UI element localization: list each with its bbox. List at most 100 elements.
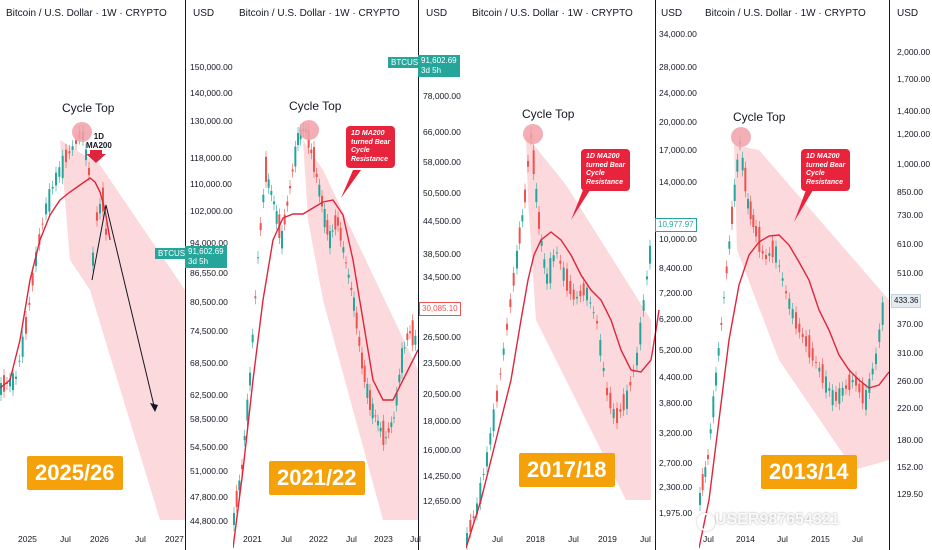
- candle-body: [765, 254, 767, 260]
- candle-body: [717, 347, 720, 356]
- y-tick: 2,700.00: [659, 458, 693, 468]
- y-tick: 3,200.00: [659, 428, 693, 438]
- candle-body: [865, 390, 867, 410]
- price-chart[interactable]: [466, 0, 699, 550]
- candle-body: [321, 196, 323, 207]
- y-tick: 850.00: [897, 187, 923, 197]
- candle-body: [709, 429, 712, 434]
- candle-body: [556, 252, 558, 254]
- price-chart[interactable]: [0, 0, 233, 550]
- candle-body: [273, 201, 275, 205]
- candle-body: [48, 189, 51, 212]
- candle-body: [626, 390, 628, 409]
- candle-body: [815, 362, 817, 364]
- candle-body: [858, 383, 861, 393]
- y-tick: 17,000.00: [659, 145, 697, 155]
- y-tick: 140,000.00: [190, 88, 233, 98]
- candle-body: [355, 312, 358, 329]
- watermark: USER987654321: [715, 511, 840, 528]
- current-price-value[interactable]: 91,602.69 3d 5h: [418, 55, 460, 77]
- candle-body: [469, 519, 472, 533]
- y-tick: 14,000.00: [659, 177, 697, 187]
- candle-body: [411, 320, 414, 346]
- y-tick: 54,500.00: [190, 442, 228, 452]
- candle-body: [243, 435, 246, 441]
- y-tick: 152.00: [897, 462, 923, 472]
- candle-body: [572, 289, 575, 300]
- y-tick: 44,800.00: [190, 516, 228, 526]
- candle-body: [758, 226, 761, 252]
- current-price-value[interactable]: 91,602.69 3d 5h: [185, 246, 227, 268]
- chart-title: Bitcoin / U.S. Dollar · 1W · CRYPTO: [472, 8, 633, 19]
- candle-body: [791, 309, 794, 319]
- y-tick: 10,000.00: [659, 234, 697, 244]
- callout-line: turned Bear: [351, 138, 391, 146]
- candle-body: [472, 516, 475, 519]
- y-tick: 24,000.00: [659, 88, 697, 98]
- price-chart[interactable]: [699, 0, 932, 550]
- candle-body: [489, 433, 492, 445]
- candle-body: [339, 227, 342, 241]
- y-tick: 12,650.00: [423, 496, 461, 506]
- candle-body: [496, 390, 498, 402]
- ma200-line: [466, 231, 660, 549]
- x-tick: Jul: [640, 534, 651, 544]
- currency-label: USD: [193, 8, 215, 19]
- candle-body: [403, 347, 406, 349]
- candle-body: [246, 399, 249, 421]
- y-tick: 28,000.00: [659, 62, 697, 72]
- cycle-year-badge: 2021/22: [269, 461, 365, 495]
- candle-body: [878, 329, 881, 343]
- price-axis-line: [185, 0, 186, 550]
- y-tick: 74,500.00: [190, 326, 228, 336]
- candle-body: [589, 302, 592, 304]
- candle-body: [646, 276, 648, 280]
- candle-body: [502, 348, 505, 355]
- current-price-tag[interactable]: BTCUSD: [155, 248, 194, 259]
- y-tick: 94,000.00: [190, 238, 228, 248]
- candle-body: [363, 365, 366, 382]
- cycle-top-marker: [299, 120, 319, 140]
- candle-body: [778, 265, 781, 267]
- chart-panel-2013: Bitcoin / U.S. Dollar · 1W · CRYPTO USD …: [699, 0, 932, 550]
- candle-body: [61, 155, 64, 179]
- y-tick: 2,000.00: [897, 47, 931, 57]
- callout-pointer: [794, 190, 813, 222]
- candle-body: [45, 203, 47, 215]
- cycle-year-badge: 2017/18: [519, 453, 615, 487]
- candle-body: [88, 167, 90, 176]
- y-tick: 180.00: [897, 435, 923, 445]
- y-tick: 20,500.00: [423, 389, 461, 399]
- y-tick: 130,000.00: [190, 116, 233, 126]
- candle-body: [609, 392, 612, 409]
- y-tick: 1,975.00: [659, 508, 693, 518]
- y-tick: 1,400.00: [897, 106, 931, 116]
- y-tick: 310.00: [897, 348, 923, 358]
- price-chart[interactable]: [233, 0, 466, 550]
- candle-body: [616, 408, 618, 424]
- candle-body: [512, 272, 515, 286]
- candle-body: [334, 215, 337, 230]
- candle-body: [788, 298, 791, 309]
- last-price-label[interactable]: 10,977.97: [655, 218, 697, 232]
- price-axis-line: [655, 0, 656, 550]
- candle-body: [15, 376, 17, 379]
- candle-body: [582, 283, 585, 296]
- candle-body: [58, 167, 61, 177]
- candle-body: [622, 394, 625, 411]
- y-tick: 510.00: [897, 268, 923, 278]
- candle-body: [781, 278, 784, 281]
- y-tick: 50,500.00: [423, 188, 461, 198]
- x-tick: 2021: [243, 534, 262, 544]
- candle-body: [592, 312, 595, 314]
- candle-body: [251, 334, 254, 343]
- candle-body: [855, 377, 857, 386]
- current-price-tag[interactable]: BTCUSD: [388, 57, 427, 68]
- candle-body: [516, 250, 518, 269]
- last-price-label[interactable]: 30,085.10: [419, 302, 461, 316]
- candle-body: [744, 167, 747, 192]
- callout-line: Resistance: [351, 155, 388, 163]
- ma200-callout: 1D MA200 turned Bear Cycle Resistance: [581, 149, 631, 191]
- candle-body: [38, 234, 41, 245]
- last-price-label[interactable]: 433.36: [891, 294, 922, 308]
